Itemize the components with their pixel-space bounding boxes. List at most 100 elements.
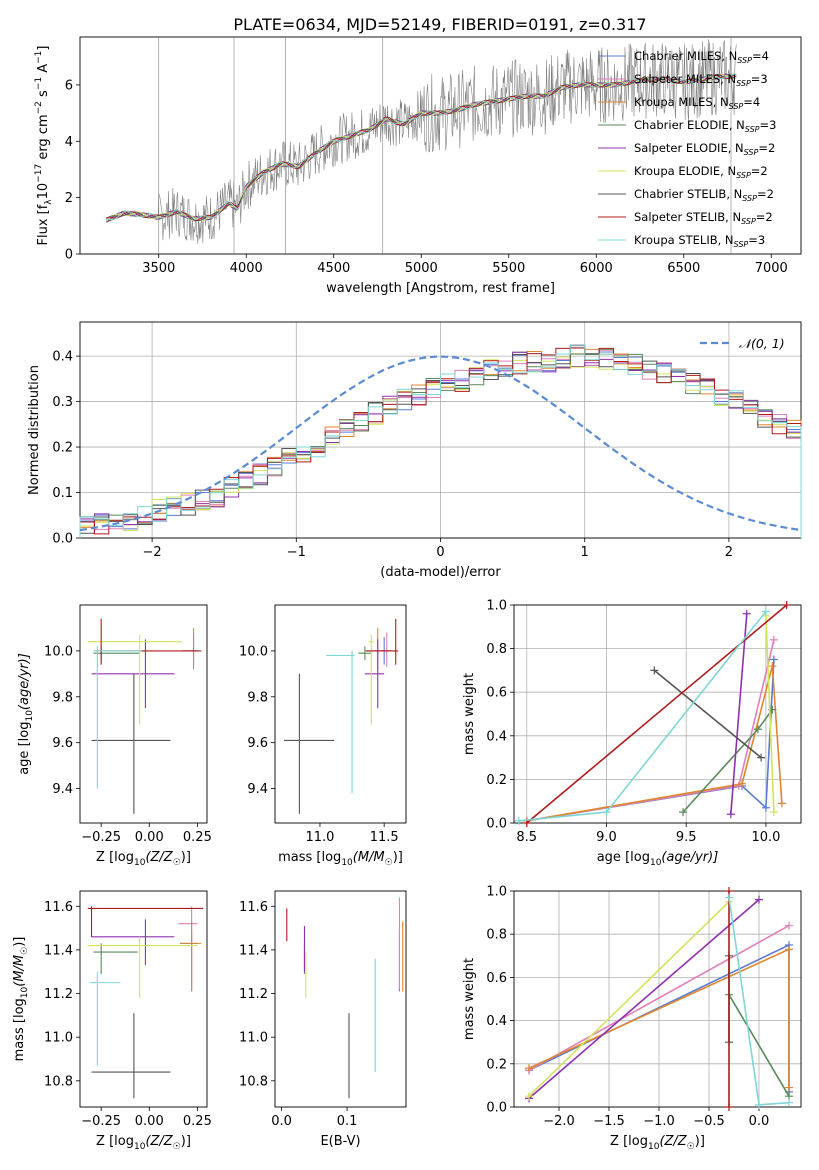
residuals-panel: −2 −1 0 1 2 0.0 0.1 0.2 0.3 0.4 𝒩(0, 1) (data-model… bbox=[27, 321, 802, 580]
weight-vs-age-panel: 8.5 9.0 9.5 10.0 0.0 0.2 0.4 0.6 0.8 1.0 age [log1… bbox=[462, 599, 802, 868]
axes-frame bbox=[274, 604, 407, 824]
x-axis-label: E(B-V) bbox=[320, 1134, 360, 1149]
weight-line-salpeter-miles bbox=[528, 924, 790, 1071]
x-tick-label: 9.0 bbox=[596, 830, 617, 845]
y-tick-label: 10.8 bbox=[44, 1074, 73, 1089]
axes-frame bbox=[513, 604, 802, 824]
x-axis-label: age [log10(age/yr)] bbox=[597, 850, 719, 868]
y-tick-label: 9.8 bbox=[52, 690, 73, 705]
y-tick-label: 9.6 bbox=[247, 736, 268, 751]
weight-marker bbox=[782, 601, 791, 609]
y-axis-label: Normed distribution bbox=[27, 365, 42, 495]
x-tick-label: −0.25 bbox=[81, 1114, 121, 1129]
x-tick-label: 0.00 bbox=[135, 1114, 164, 1129]
y-tick-label: 9.4 bbox=[247, 782, 268, 797]
legend-label: Salpeter ELODIE, NSSP=2 bbox=[634, 141, 775, 157]
age-vs-metallicity-panel: −0.25 0.00 0.25 9.4 9.6 9.8 10.0 Z [log10(Z/Z☉)… bbox=[17, 604, 212, 868]
y-tick-label: 0.0 bbox=[52, 532, 73, 547]
y-tick-label: 6 bbox=[65, 78, 73, 93]
x-tick-label: 11.0 bbox=[305, 830, 334, 845]
weight-marker bbox=[755, 895, 763, 904]
figure-title: PLATE=0634, MJD=52149, FIBERID=0191, z=0… bbox=[233, 15, 646, 34]
x-tick-label: −2 bbox=[143, 545, 162, 560]
x-tick-label: 6000 bbox=[580, 261, 613, 276]
y-tick-label: 11.6 bbox=[44, 900, 73, 915]
x-tick-label: 10.0 bbox=[751, 830, 780, 845]
x-tick-label: 2 bbox=[725, 545, 733, 560]
legend-label: Kroupa STELIB, NSSP=3 bbox=[634, 233, 765, 249]
weight-line-kroupa-miles bbox=[526, 665, 783, 822]
model-line-kroupa-stelib bbox=[106, 73, 737, 221]
axes-frame bbox=[513, 890, 802, 1108]
legend-label: 𝒩(0, 1) bbox=[739, 336, 785, 351]
weight-marker bbox=[725, 1103, 733, 1111]
axes-frame bbox=[79, 890, 208, 1108]
y-tick-label: 10.0 bbox=[239, 644, 268, 659]
y-tick-label: 11.0 bbox=[44, 1031, 73, 1046]
legend-label: Kroupa ELODIE, NSSP=2 bbox=[634, 164, 768, 180]
x-tick-label: 11.5 bbox=[370, 830, 399, 845]
normal-distribution-curve bbox=[79, 355, 802, 532]
spectrum-panel: 3500 4000 4500 5000 5500 6000 6500 7000 0 2 4 6 Chab… bbox=[34, 36, 802, 296]
x-tick-label: 1 bbox=[581, 545, 589, 560]
x-tick-label: −2.0 bbox=[543, 1114, 575, 1129]
weight-marker bbox=[757, 753, 766, 762]
weight-marker bbox=[769, 635, 778, 644]
weight-line-kroupa-elodie bbox=[528, 901, 730, 1097]
x-tick-label: −0.5 bbox=[693, 1114, 725, 1129]
y-tick-label: 0.6 bbox=[486, 686, 507, 701]
weight-line-salpeter-elodie bbox=[528, 898, 760, 1100]
legend-label: Chabrier ELODIE, NSSP=3 bbox=[634, 118, 776, 134]
weight-line-salpeter-elodie bbox=[730, 613, 748, 815]
y-tick-label: 0.8 bbox=[486, 642, 507, 657]
y-tick-label: 0 bbox=[65, 248, 73, 263]
weight-marker bbox=[742, 609, 751, 618]
y-axis-label: mass weight bbox=[462, 958, 477, 1040]
x-tick-label: 9.5 bbox=[676, 830, 697, 845]
y-tick-label: 9.6 bbox=[52, 736, 73, 751]
histogram-kroupa-stelib bbox=[79, 344, 802, 538]
x-tick-label: 8.5 bbox=[516, 830, 537, 845]
y-tick-label: 0.2 bbox=[486, 773, 507, 788]
weight-marker bbox=[650, 666, 659, 675]
x-tick-label: −1 bbox=[287, 545, 306, 560]
axes-frame bbox=[79, 604, 208, 824]
x-axis-label: (data-model)/error bbox=[380, 565, 501, 580]
weight-marker bbox=[785, 1083, 793, 1092]
y-tick-label: 11.2 bbox=[239, 987, 268, 1002]
x-axis-label: Z [log10(Z/Z☉)] bbox=[96, 850, 191, 868]
weight-line-kroupa-elodie bbox=[765, 615, 775, 813]
weight-marker bbox=[769, 655, 778, 664]
legend-label: Salpeter STELIB, NSSP=2 bbox=[634, 210, 773, 226]
y-tick-label: 0.6 bbox=[486, 971, 507, 986]
y-tick-label: 0.8 bbox=[486, 928, 507, 943]
weight-marker bbox=[726, 810, 735, 819]
mass-vs-metallicity-panel: −0.25 0.00 0.25 10.8 11.0 11.2 11.4 11.6 Z [log1… bbox=[12, 890, 212, 1152]
y-tick-label: 0.3 bbox=[52, 395, 73, 410]
x-axis-label: mass [log10(M/M☉)] bbox=[278, 850, 403, 868]
weight-marker bbox=[525, 1092, 533, 1101]
weight-vs-metallicity-panel: −2.0 −1.5 −1.0 −0.5 0.0 0.0 0.2 0.4 0.6 0.8 1.0 Z [… bbox=[462, 885, 802, 1152]
x-axis-label: Z [log10(Z/Z☉)] bbox=[96, 1134, 191, 1152]
axes-frame bbox=[79, 36, 802, 255]
y-axis-label: mass weight bbox=[462, 673, 477, 755]
legend-label: Chabrier STELIB, NSSP=2 bbox=[634, 187, 774, 203]
y-tick-label: 0.2 bbox=[52, 441, 73, 456]
model-line-salpeter-stelib bbox=[106, 74, 737, 222]
x-tick-label: 5500 bbox=[492, 261, 525, 276]
y-tick-label: 10.8 bbox=[239, 1074, 268, 1089]
weight-line-chabrier-stelib bbox=[653, 669, 762, 759]
x-tick-label: 4500 bbox=[317, 261, 350, 276]
weight-marker bbox=[777, 799, 786, 808]
x-tick-label: 0.25 bbox=[183, 830, 212, 845]
y-axis-label: Flux [fλ10−17 erg cm−2 s−1 A−1] bbox=[34, 46, 54, 246]
x-tick-label: 0.00 bbox=[135, 830, 164, 845]
x-tick-label: 0.0 bbox=[271, 1114, 292, 1129]
y-tick-label: 10.0 bbox=[44, 644, 73, 659]
x-tick-label: −1.5 bbox=[593, 1114, 625, 1129]
x-tick-label: 5000 bbox=[405, 261, 438, 276]
x-tick-label: 3500 bbox=[142, 261, 175, 276]
y-tick-label: 11.4 bbox=[44, 943, 73, 958]
mass-vs-ebv-panel: 0.0 0.1 10.8 11.0 11.2 11.4 11.6 E(B-V) bbox=[239, 890, 407, 1149]
observed-spectrum-line bbox=[106, 39, 737, 244]
